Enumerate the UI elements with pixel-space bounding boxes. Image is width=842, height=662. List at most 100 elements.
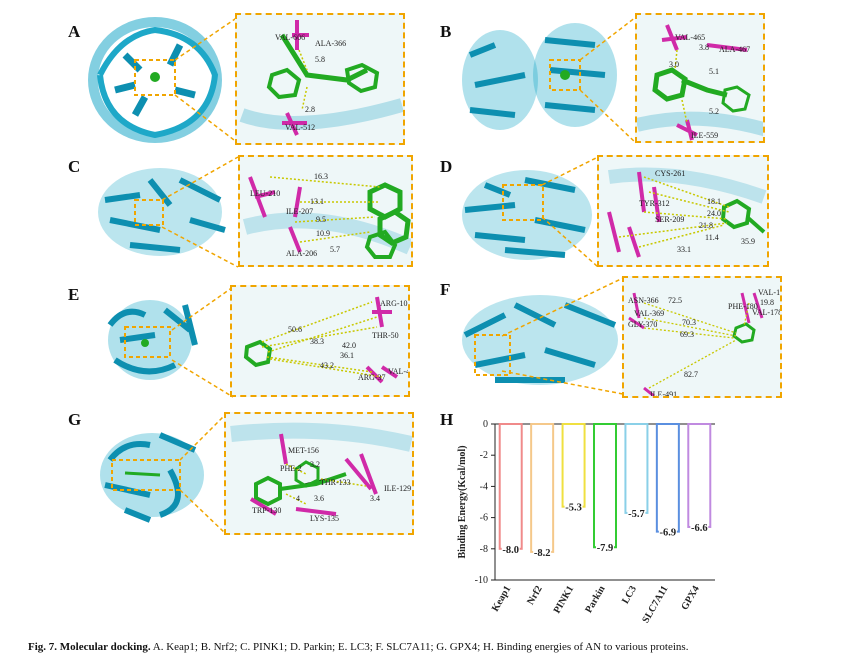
panel-e-label-9: VAL-46	[388, 367, 410, 376]
panel-g-label-2: PHE-2	[280, 464, 302, 473]
bar-parkin	[593, 423, 617, 549]
panel-a-zoom-drawing	[239, 20, 403, 136]
panel-c-protein-image	[98, 168, 226, 256]
category-label: GPX4	[679, 584, 702, 612]
y-tick-label: -8	[480, 544, 488, 555]
panel-g-label-8: LYS-135	[310, 514, 339, 523]
panel-f-zoom-drawing	[628, 292, 764, 396]
panel-g-label-4: THR-133	[320, 478, 351, 487]
panel-c-zoom-drawing	[242, 176, 411, 259]
panel-letter-a: A	[68, 22, 81, 41]
panel-letter-c: C	[68, 157, 81, 176]
figure-caption: Fig. 7. Molecular docking. A. Keap1; B. …	[28, 641, 688, 653]
panel-f-label-5: 70.3	[682, 318, 696, 327]
y-tick-label: -10	[475, 575, 488, 586]
panel-d-zoom: CYS-261 18.1 24.0 21.8 35.9 33.1 11.4 TY…	[597, 155, 769, 267]
binding-energy-chart-svg: 0 -2 -4 -6 -8 -10 Binding Energy(Kcal/mol) -8.0…	[457, 419, 715, 625]
bar-label-bg	[501, 546, 520, 551]
bar-value-label: -8.0	[502, 545, 519, 556]
panel-d-label-3: 24.0	[707, 209, 721, 218]
category-label: LC3	[620, 584, 639, 606]
panel-b-label-7: ILE-559	[691, 131, 719, 140]
panel-e-zoom-drawing	[243, 296, 399, 384]
panel-d-label-5: 35.9	[741, 237, 755, 246]
category-label: SLC7A11	[640, 584, 670, 625]
panel-c-label-5: 9.5	[316, 215, 326, 224]
panel-c-label-3: 13.1	[310, 197, 324, 206]
panel-e-protein-image	[107, 300, 198, 380]
bar-label-bg	[564, 504, 583, 509]
panel-letter-b: B	[440, 22, 452, 41]
panel-e-label-5: 42.0	[342, 341, 356, 350]
panel-g-label-6: 3.4	[370, 494, 380, 503]
caption-bold: Fig. 7. Molecular docking.	[28, 641, 151, 653]
panel-d-protein-image	[462, 170, 592, 260]
bar-pink1	[561, 423, 586, 508]
bar-label-bg	[658, 529, 677, 534]
panel-f-label-7: 82.7	[684, 370, 698, 379]
panel-f-label-6: 69.3	[680, 330, 694, 339]
category-label: Keap1	[490, 584, 513, 614]
panel-c-connector	[161, 156, 239, 268]
y-tick-label: -4	[480, 481, 488, 492]
panel-a-zoom: VAL-606 ALA-366 5.8 2.8 VAL-512	[235, 13, 405, 145]
panel-d-label-2: 18.1	[707, 197, 721, 206]
panel-e-label-2: 50.6	[288, 325, 302, 334]
bar-label-bg	[690, 524, 709, 529]
panel-b-label-2: 3.8	[699, 43, 709, 52]
panel-d-label-6: 33.1	[677, 245, 691, 254]
bar-value-label: -5.3	[565, 503, 582, 514]
panel-a-label-5: VAL-512	[285, 123, 316, 132]
panel-f-label-11: VAL-178	[752, 308, 782, 317]
panel-f-label-3: VAL-369	[634, 309, 665, 318]
panel-b-protein-image	[462, 23, 617, 130]
y-tick-label: -2	[480, 450, 488, 461]
panel-a-label-3: 5.8	[315, 55, 325, 64]
y-tick-label: -6	[480, 513, 488, 524]
panel-g-label-5: ILE-129	[384, 484, 412, 493]
panel-c-label-1: 16.3	[314, 172, 328, 181]
panel-e-connector	[171, 286, 234, 398]
panel-a-label-2: ALA-366	[315, 39, 347, 48]
panel-f-zoom: ASN-366 72.5 VAL-369 GLY-370 70.3 69.3 8…	[622, 276, 782, 398]
panel-f-label-9: VAL-178	[758, 288, 781, 297]
bar-value-label: -8.2	[534, 548, 551, 559]
panel-b-label-5: 5.1	[709, 67, 719, 76]
panel-d-label-1: CYS-261	[655, 169, 686, 178]
panel-f-label-12: ILE-491	[650, 390, 678, 398]
panel-e-label-7: 43.2	[320, 361, 334, 370]
panel-c-label-2: LEU-210	[250, 189, 281, 198]
bar-keap1	[498, 423, 523, 550]
panel-g-label-9: 4	[296, 494, 300, 503]
binding-energy-chart: 0 -2 -4 -6 -8 -10 Binding Energy(Kcal/mol) -8.0…	[445, 410, 745, 640]
panel-g-connector	[179, 413, 227, 535]
bar-slc7a11	[655, 423, 680, 533]
panel-letter-f: F	[440, 280, 451, 299]
panel-letter-d: D	[440, 157, 453, 176]
category-label: PINK1	[552, 584, 577, 615]
panel-a-label-1: VAL-606	[275, 33, 306, 42]
y-axis-label: Binding Energy(Kcal/mol)	[457, 445, 468, 558]
bar-label-bg	[533, 549, 552, 554]
panel-f-protein-image	[462, 295, 618, 385]
panel-g-zoom: MET-156 PHE-2 3.2 THR-133 ILE-129 3.4 TR…	[224, 412, 414, 535]
panel-b-label-1: VAL-465	[675, 33, 706, 42]
category-label: Parkin	[583, 584, 607, 615]
panel-d-label-7: 11.4	[705, 233, 719, 242]
panel-c-label-6: 10.9	[316, 229, 330, 238]
panel-g-label-1: MET-156	[288, 446, 319, 455]
panel-b-label-4: 3.0	[669, 60, 679, 69]
panel-c-zoom: 16.3 LEU-210 13.1 ILE-207 9.5 10.9 ALA-2…	[238, 155, 413, 267]
panel-a-connector	[174, 16, 239, 144]
panel-g-protein-image	[100, 432, 204, 523]
panel-e-zoom: ARG-10 50.6 THR-50 38.3 42.0 36.1 43.2 A…	[230, 285, 410, 397]
panel-d-connector	[541, 156, 599, 268]
y-tick-label: 0	[483, 419, 488, 430]
panel-f-label-10: 19.8	[760, 298, 774, 307]
panel-a-protein-image	[88, 17, 222, 143]
caption-text: A. Keap1; B. Nrf2; C. PINK1; D. Parkin; …	[150, 641, 689, 653]
panel-letter-h: H	[440, 410, 454, 429]
panel-a-label-4: 2.8	[305, 105, 315, 114]
panel-letter-g: G	[68, 410, 82, 429]
category-label: Nrf2	[525, 584, 545, 607]
